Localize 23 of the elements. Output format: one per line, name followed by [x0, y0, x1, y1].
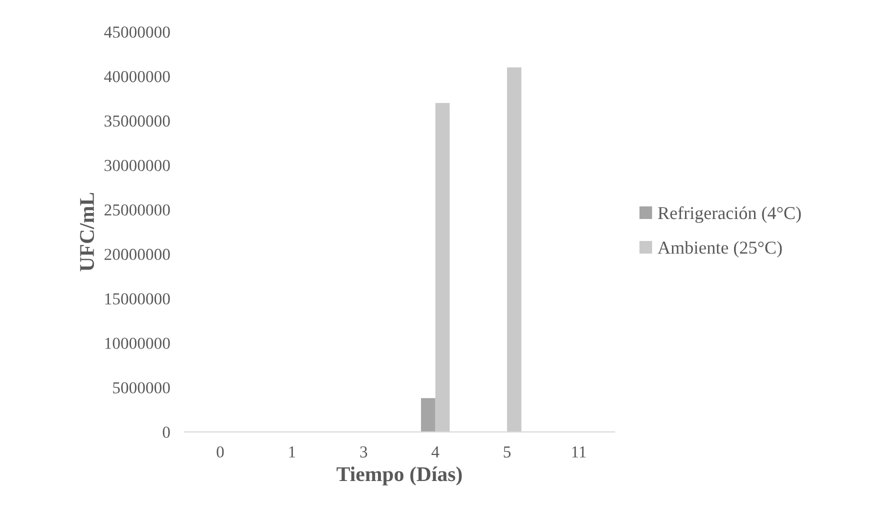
legend-label: Refrigeración (4°C): [658, 206, 801, 223]
y-tick-label: 25000000: [104, 204, 170, 216]
bar: [421, 398, 436, 432]
x-tick-label: 3: [360, 446, 368, 458]
y-tick-label: 10000000: [105, 338, 170, 349]
bar: [435, 102, 450, 432]
y-axis-title: UFC/mL: [80, 192, 94, 272]
y-tick-label: 5000000: [113, 382, 170, 394]
x-tick-label: 1: [289, 446, 296, 458]
legend-label: Ambiente (25°C): [658, 241, 782, 258]
y-tick-label: 15000000: [105, 293, 170, 305]
x-tick-label: 5: [504, 446, 511, 458]
y-tick-label: 30000000: [104, 160, 170, 172]
bar: [507, 67, 522, 432]
x-axis-title: Tiempo (Días): [336, 466, 462, 486]
y-tick-label: 20000000: [104, 248, 170, 260]
x-tick-label: 0: [216, 446, 224, 458]
y-tick-label: 35000000: [104, 115, 170, 127]
x-tick-label: 4: [432, 446, 440, 458]
y-tick-label: 0: [162, 426, 170, 438]
y-tick-label: 40000000: [104, 70, 170, 82]
y-tick-label: 45000000: [104, 26, 170, 38]
x-tick-label: 11: [572, 446, 586, 458]
